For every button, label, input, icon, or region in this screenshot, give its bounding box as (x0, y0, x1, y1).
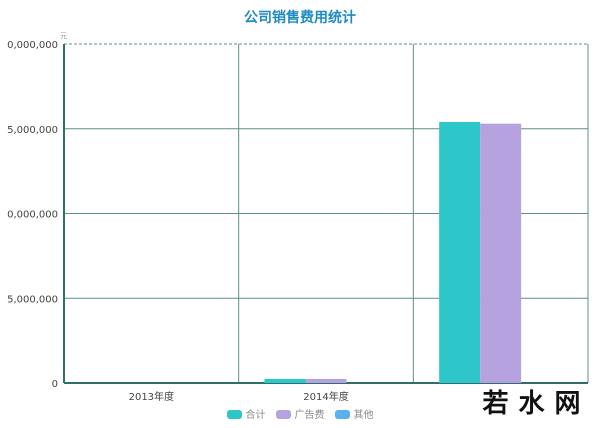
legend-item[interactable]: 其他 (334, 406, 374, 421)
y-tick-label: 5,000,000 (7, 125, 58, 136)
y-axis-unit: 元 (60, 32, 67, 40)
legend: 合计 广告费 其他 (0, 406, 600, 421)
legend-item[interactable]: 合计 (226, 406, 266, 421)
legend-swatch (226, 410, 242, 419)
legend-label: 其他 (353, 410, 374, 421)
bar-广告费 (305, 378, 347, 383)
bar-合计 (264, 378, 306, 383)
y-tick-label: 0 (52, 379, 58, 390)
x-tick-label: 2014年度 (303, 390, 348, 403)
y-tick-label: 5,000,000 (7, 294, 58, 305)
watermark-logo: 若水网 (473, 384, 600, 428)
legend-swatch (275, 410, 291, 419)
legend-swatch (334, 410, 350, 419)
legend-item[interactable]: 广告费 (275, 406, 325, 421)
y-tick-label: 0,000,000 (7, 40, 58, 51)
legend-label: 合计 (245, 410, 266, 421)
chart-title: 公司销售费用统计 (244, 10, 356, 26)
legend-label: 广告费 (294, 410, 325, 421)
y-tick-label: 0,000,000 (7, 210, 58, 221)
bar-广告费 (480, 123, 522, 383)
x-tick-label: 2013年度 (129, 390, 174, 403)
bar-合计 (439, 121, 481, 383)
